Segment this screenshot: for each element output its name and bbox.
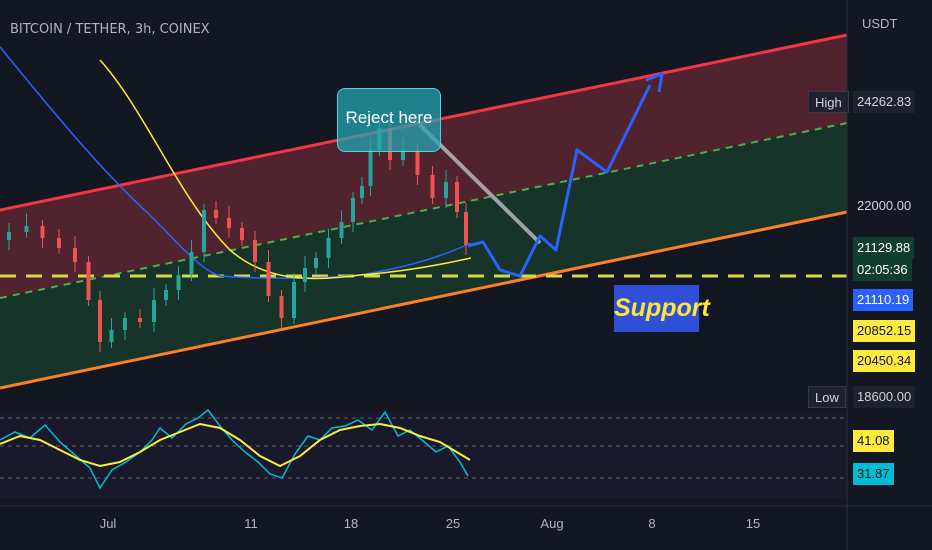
oscillator-pane — [0, 412, 847, 498]
candle-body — [401, 150, 405, 160]
candle-body — [98, 300, 102, 342]
x-tick-15: 15 — [745, 516, 761, 531]
middle-channel-line — [0, 122, 848, 299]
candle-body — [464, 212, 468, 245]
candle-body — [164, 290, 168, 300]
x-tick-25: 25 — [445, 516, 461, 531]
reject-annotation[interactable]: Reject here — [337, 88, 441, 152]
price-label-high: 24262.83 — [853, 91, 916, 113]
price-label-blue-ma: 21110.19 — [853, 289, 914, 311]
price-label-support: 20450.34 — [853, 350, 916, 372]
candle-body — [303, 268, 307, 282]
x-tick-8: 8 — [648, 516, 656, 531]
candle-body — [326, 238, 331, 258]
candle-body — [40, 226, 45, 238]
candle-body — [176, 275, 181, 290]
lower-channel-fill — [0, 123, 847, 388]
candle-body — [455, 182, 459, 212]
osc-label-fast: 31.87 — [853, 463, 894, 485]
x-tick-jul: Jul — [99, 516, 117, 531]
candle-body — [339, 222, 344, 238]
x-tick-18: 18 — [343, 516, 359, 531]
x-tick-aug: Aug — [540, 516, 564, 531]
price-label-current: 21129.88 — [853, 237, 915, 259]
candle-body — [227, 218, 231, 228]
osc-label-slow: 41.08 — [853, 430, 894, 452]
candle-body — [368, 150, 373, 186]
projection-arrowhead — [645, 72, 664, 93]
candle-body — [189, 252, 194, 275]
candle-body — [240, 228, 244, 240]
candle-body — [444, 182, 448, 198]
candle-body — [202, 210, 206, 252]
symbol-title[interactable]: BITCOIN / TETHER, 3h, COINEX — [10, 22, 210, 37]
oscillator-fast-line — [0, 408, 469, 490]
low-tag: Low — [808, 386, 846, 408]
candle-body — [86, 262, 91, 300]
upper-channel-fill — [0, 35, 847, 298]
candle-body — [24, 226, 29, 232]
lower-channel-line — [0, 210, 848, 390]
candle-body — [73, 248, 77, 262]
candle-body — [266, 262, 271, 296]
candle-body — [360, 186, 364, 198]
candle-body — [430, 175, 435, 198]
candle-body — [253, 240, 257, 262]
price-label-countdown: 02:05:36 — [853, 259, 912, 281]
currency-label: USDT — [862, 16, 898, 31]
support-annotation[interactable]: Support — [614, 285, 710, 332]
oscillator-slow-line — [0, 422, 471, 468]
candle-body — [138, 318, 142, 322]
candle-body — [7, 232, 11, 240]
candle-body — [415, 150, 420, 175]
oscillator-lines — [0, 408, 471, 490]
x-tick-11: 11 — [244, 516, 258, 531]
candle-body — [292, 282, 296, 318]
projection-path — [467, 84, 652, 278]
blue-moving-average — [0, 46, 472, 279]
candle-body — [214, 210, 218, 218]
price-label-22000: 22000.00 — [857, 198, 912, 213]
price-candles — [7, 119, 468, 352]
candle-body — [314, 258, 318, 268]
high-tag: High — [808, 91, 849, 113]
candle-body — [351, 198, 355, 222]
candle-body — [57, 238, 61, 248]
price-label-low: 18600.00 — [853, 386, 916, 408]
candle-body — [279, 296, 284, 318]
candle-body — [109, 330, 114, 342]
price-label-yellow-ma: 20852.15 — [853, 320, 916, 342]
candle-body — [123, 318, 127, 330]
candle-body — [152, 300, 156, 322]
